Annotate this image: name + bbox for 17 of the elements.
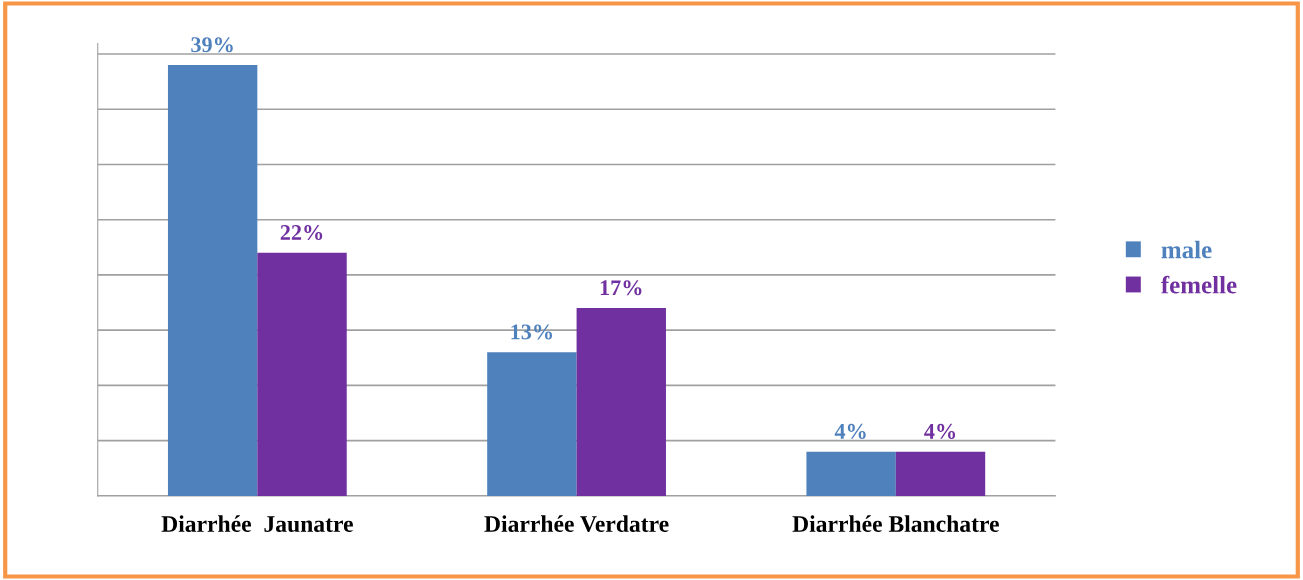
data-label: 39%	[191, 37, 233, 53]
x-tick-label: Diarrhée Verdatre	[484, 515, 669, 533]
data-label: 17%	[600, 280, 642, 296]
data-label: 4%	[834, 423, 866, 439]
bar	[895, 451, 986, 496]
data-label: 4%	[924, 423, 956, 439]
bar	[257, 252, 347, 496]
data-label: 13%	[511, 324, 553, 340]
legend-label: femelle	[1161, 275, 1237, 294]
bar	[167, 65, 258, 496]
legend-label: male	[1161, 240, 1212, 259]
bar	[806, 451, 896, 496]
x-tick-label: Diarrhée Jaunatre	[161, 515, 353, 533]
x-tick-label: Diarrhée Blanchatre	[792, 515, 999, 532]
bar	[487, 352, 577, 496]
bar	[576, 308, 666, 496]
data-label: 22%	[280, 225, 323, 241]
